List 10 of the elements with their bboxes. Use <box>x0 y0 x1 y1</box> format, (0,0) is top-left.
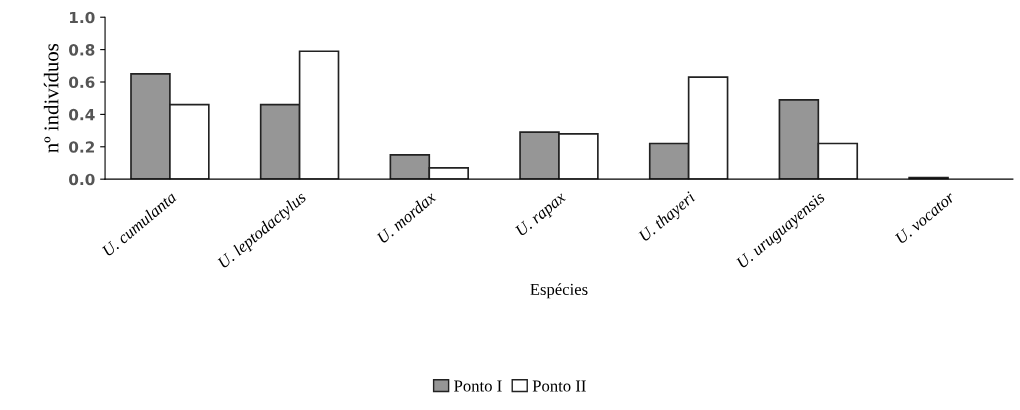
y-tick-label: 0.0 <box>69 173 95 186</box>
legend-label: Ponto I <box>454 380 502 392</box>
x-axis-title: Espécies <box>530 283 588 299</box>
y-tick-label: 0.6 <box>69 76 95 89</box>
y-axis-title: nº indivíduos <box>43 43 59 153</box>
legend-label: Ponto II <box>532 380 586 392</box>
y-tick-label: 1.0 <box>70 11 95 24</box>
y-tick-label: 0.8 <box>69 44 95 56</box>
y-tick-label: 0.4 <box>69 108 95 121</box>
y-tick-label: 0.2 <box>69 141 95 153</box>
